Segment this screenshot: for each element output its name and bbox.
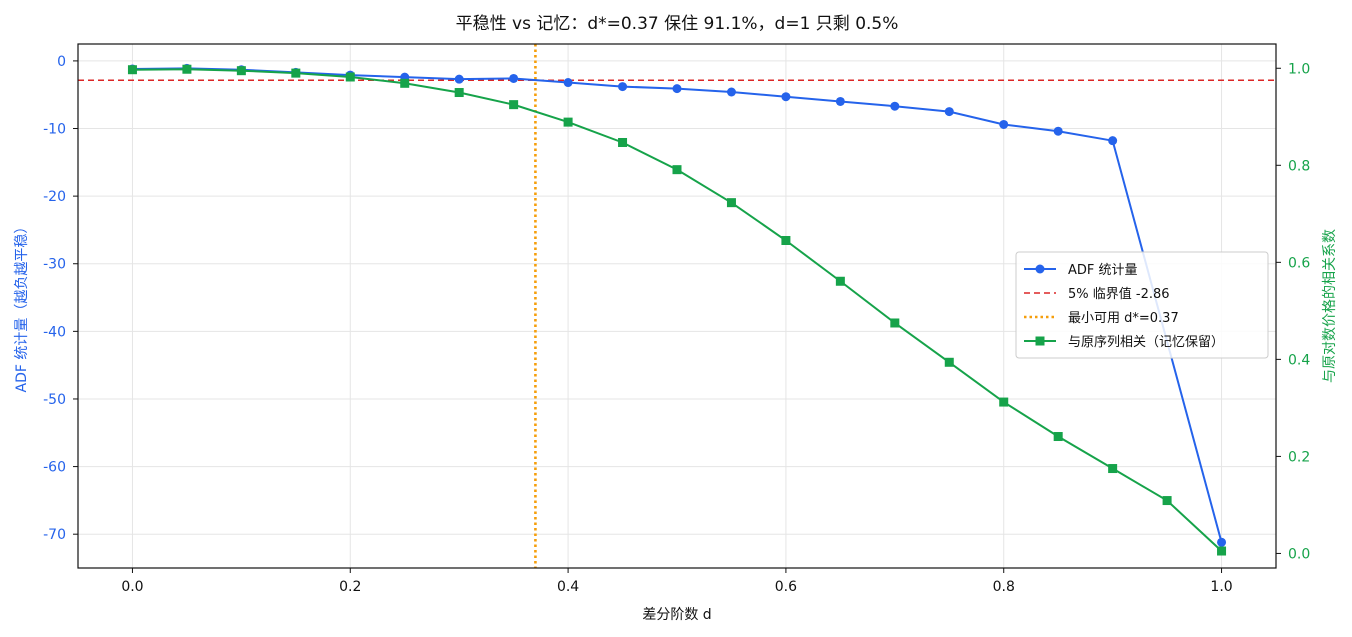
x-tick-label: 0.0 — [121, 579, 143, 595]
y-left-tick-label: 0 — [57, 54, 66, 70]
series-2-point — [400, 78, 410, 88]
series-2-point — [291, 68, 301, 78]
x-tick-label: 0.4 — [557, 579, 579, 595]
series-2-point — [944, 357, 954, 367]
x-tick-label: 0.6 — [775, 579, 797, 595]
series-1-point — [618, 82, 628, 92]
series-2-point — [1162, 496, 1172, 506]
y-left-tick-label: -60 — [43, 460, 66, 476]
series-2-point — [127, 65, 137, 75]
series-2-point — [563, 117, 573, 127]
x-tick-label: 0.2 — [339, 579, 361, 595]
series — [127, 63, 1227, 556]
y-right-axis: 0.0 0.2 0.4 0.6 0.8 1.0 — [1276, 61, 1310, 562]
series-1-point — [454, 74, 464, 84]
y-right-tick-label: 0.6 — [1288, 255, 1310, 271]
series-2-point — [1108, 464, 1118, 474]
series-2-point — [454, 88, 464, 98]
legend-box — [1015, 251, 1269, 359]
series-1-point — [835, 96, 845, 106]
series-1-point — [944, 107, 954, 117]
series-2-point — [1053, 432, 1063, 442]
series-2-point — [618, 137, 628, 147]
x-tick-label: 1.0 — [1210, 579, 1232, 595]
x-tick-label: 0.8 — [993, 579, 1015, 595]
legend-marker — [1035, 336, 1045, 346]
series-2-point — [1217, 546, 1227, 556]
y-left-tick-label: -40 — [43, 324, 66, 340]
y-left-tick-label: -20 — [43, 189, 66, 205]
y-left-tick-label: -10 — [43, 122, 66, 138]
x-axis: 0.0 0.2 0.4 0.6 0.8 1.0 — [121, 568, 1233, 595]
y-right-tick-label: 0.4 — [1288, 352, 1310, 368]
series-1-point — [726, 87, 736, 97]
series-1-point — [890, 101, 900, 111]
series-1-point — [672, 84, 682, 94]
legend-label: 与原序列相关（记忆保留） — [1068, 334, 1224, 350]
plot-frame — [77, 43, 1277, 569]
legend-label: 最小可用 d*=0.37 — [1068, 311, 1179, 326]
series-2-point — [672, 165, 682, 175]
legend: ADF 统计量 5% 临界值 -2.86 最小可用 d*=0.37 与原序列相关（记忆… — [1015, 251, 1269, 359]
series-1-point — [999, 119, 1009, 129]
y-right-tick-label: 0.8 — [1288, 158, 1310, 174]
y-right-axis-label: 与原对数价格的相关系数 — [1322, 229, 1338, 383]
y-right-tick-label: 0.2 — [1288, 449, 1310, 465]
y-left-tick-label: -50 — [43, 392, 66, 408]
series-1-point — [563, 78, 573, 88]
series-2-point — [781, 236, 791, 245]
x-axis-label: 差分阶数 d — [642, 607, 711, 623]
legend-label: 5% 临界值 -2.86 — [1068, 286, 1170, 302]
y-left-tick-label: -70 — [43, 527, 66, 543]
series-2-point — [726, 198, 736, 208]
series-2-point — [509, 100, 519, 110]
series-2-point — [835, 276, 845, 286]
legend-marker — [1035, 264, 1045, 274]
y-left-axis: 0 -10 -20 -30 -40 -50 -60 -70 — [43, 54, 78, 543]
reference-lines — [78, 44, 1276, 568]
y-left-tick-label: -30 — [43, 257, 66, 273]
series-2-point — [999, 397, 1009, 407]
series-1-point — [509, 73, 519, 83]
chart-title: 平稳性 vs 记忆：d*=0.37 保住 91.1%，d=1 只剩 0.5% — [456, 14, 899, 34]
series-2-point — [345, 72, 355, 82]
y-right-tick-label: 0.0 — [1288, 546, 1310, 562]
series-2-point — [182, 64, 192, 74]
series-1-point — [1108, 136, 1118, 146]
y-left-axis-label: ADF 统计量（越负越平稳） — [14, 220, 30, 393]
series-2-point — [890, 318, 900, 328]
legend-label: ADF 统计量 — [1068, 263, 1138, 278]
series-1-point — [1217, 537, 1227, 547]
y-right-tick-label: 1.0 — [1288, 61, 1310, 77]
series-1-point — [781, 92, 791, 102]
series-1-point — [1053, 126, 1063, 136]
series-2-point — [236, 66, 246, 76]
